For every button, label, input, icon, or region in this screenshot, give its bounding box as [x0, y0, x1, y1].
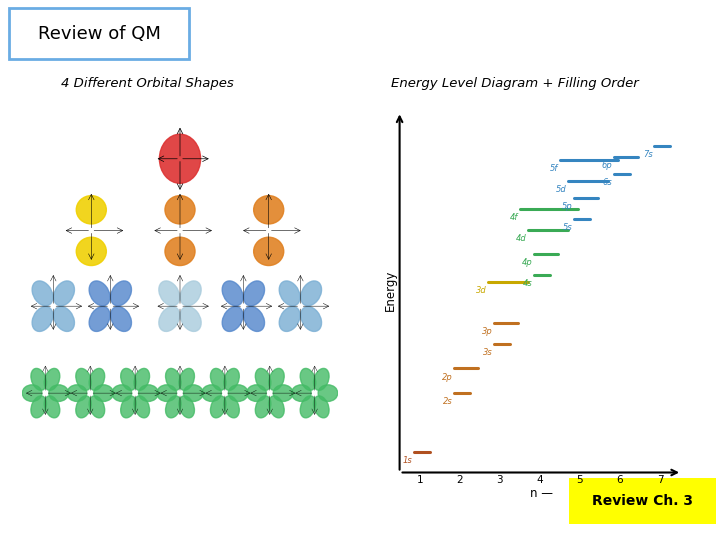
Text: 4p: 4p: [522, 258, 533, 267]
X-axis label: n —: n —: [531, 487, 553, 500]
Ellipse shape: [224, 368, 239, 390]
Text: 3d: 3d: [476, 286, 487, 295]
Ellipse shape: [159, 307, 180, 332]
Ellipse shape: [165, 195, 195, 224]
Ellipse shape: [32, 307, 53, 332]
Ellipse shape: [253, 237, 284, 266]
Ellipse shape: [301, 307, 322, 332]
Ellipse shape: [180, 307, 201, 332]
Text: 5p: 5p: [562, 202, 572, 212]
FancyBboxPatch shape: [9, 8, 189, 59]
Ellipse shape: [22, 385, 42, 401]
Ellipse shape: [179, 396, 194, 418]
Ellipse shape: [121, 368, 136, 390]
Ellipse shape: [301, 281, 322, 306]
Ellipse shape: [210, 368, 226, 390]
Ellipse shape: [111, 307, 132, 332]
Ellipse shape: [134, 368, 150, 390]
Ellipse shape: [292, 385, 311, 401]
Ellipse shape: [159, 281, 180, 306]
Text: 4 Different Orbital Shapes: 4 Different Orbital Shapes: [61, 77, 234, 90]
Ellipse shape: [318, 385, 338, 401]
Ellipse shape: [184, 385, 203, 401]
Text: 3s: 3s: [483, 348, 492, 357]
Y-axis label: Energy: Energy: [384, 269, 397, 311]
Ellipse shape: [89, 281, 110, 306]
Ellipse shape: [279, 307, 300, 332]
Text: Energy Level Diagram + Filling Order: Energy Level Diagram + Filling Order: [391, 77, 639, 90]
Ellipse shape: [269, 368, 284, 390]
Text: 3p: 3p: [482, 327, 492, 336]
Text: 5d: 5d: [556, 185, 567, 194]
Ellipse shape: [112, 385, 132, 401]
Text: 5f: 5f: [550, 164, 559, 173]
Ellipse shape: [121, 396, 136, 418]
Ellipse shape: [89, 307, 110, 332]
Text: 6s: 6s: [603, 178, 613, 187]
Ellipse shape: [300, 396, 316, 418]
Text: 4f: 4f: [510, 213, 518, 222]
Ellipse shape: [139, 385, 158, 401]
Ellipse shape: [222, 307, 243, 332]
Ellipse shape: [166, 368, 181, 390]
Ellipse shape: [31, 368, 47, 390]
Ellipse shape: [111, 281, 132, 306]
Ellipse shape: [76, 368, 91, 390]
Ellipse shape: [256, 396, 271, 418]
Ellipse shape: [44, 396, 60, 418]
Ellipse shape: [53, 307, 74, 332]
Text: Review Ch. 3: Review Ch. 3: [592, 494, 693, 508]
Text: Review of QM: Review of QM: [38, 25, 161, 43]
Ellipse shape: [247, 385, 266, 401]
Ellipse shape: [253, 195, 284, 224]
Text: 6p: 6p: [602, 161, 613, 170]
Text: 2s: 2s: [443, 397, 452, 406]
Ellipse shape: [256, 368, 271, 390]
Ellipse shape: [94, 385, 113, 401]
Ellipse shape: [89, 368, 104, 390]
Ellipse shape: [274, 385, 293, 401]
Ellipse shape: [222, 281, 243, 306]
Ellipse shape: [269, 396, 284, 418]
Ellipse shape: [44, 368, 60, 390]
Ellipse shape: [67, 385, 86, 401]
Ellipse shape: [313, 396, 329, 418]
Ellipse shape: [180, 281, 201, 306]
Ellipse shape: [243, 281, 264, 306]
Ellipse shape: [89, 396, 104, 418]
Ellipse shape: [243, 307, 264, 332]
Ellipse shape: [166, 396, 181, 418]
Ellipse shape: [279, 281, 300, 306]
Ellipse shape: [49, 385, 68, 401]
Ellipse shape: [157, 385, 176, 401]
Ellipse shape: [313, 368, 329, 390]
Ellipse shape: [76, 195, 107, 224]
Ellipse shape: [32, 281, 53, 306]
Text: 1s: 1s: [402, 456, 413, 465]
Ellipse shape: [224, 396, 239, 418]
Text: 2p: 2p: [442, 373, 452, 382]
Ellipse shape: [300, 368, 316, 390]
Ellipse shape: [76, 396, 91, 418]
Text: 7s: 7s: [643, 150, 653, 159]
Circle shape: [159, 134, 201, 184]
Text: 4d: 4d: [516, 234, 526, 242]
Ellipse shape: [134, 396, 150, 418]
Ellipse shape: [76, 237, 107, 266]
Ellipse shape: [31, 396, 47, 418]
Text: 5s: 5s: [563, 223, 572, 232]
Ellipse shape: [53, 281, 74, 306]
Ellipse shape: [165, 237, 195, 266]
Ellipse shape: [228, 385, 248, 401]
Text: 4s: 4s: [523, 279, 533, 288]
Ellipse shape: [210, 396, 226, 418]
Ellipse shape: [202, 385, 221, 401]
FancyBboxPatch shape: [569, 478, 716, 524]
Ellipse shape: [179, 368, 194, 390]
